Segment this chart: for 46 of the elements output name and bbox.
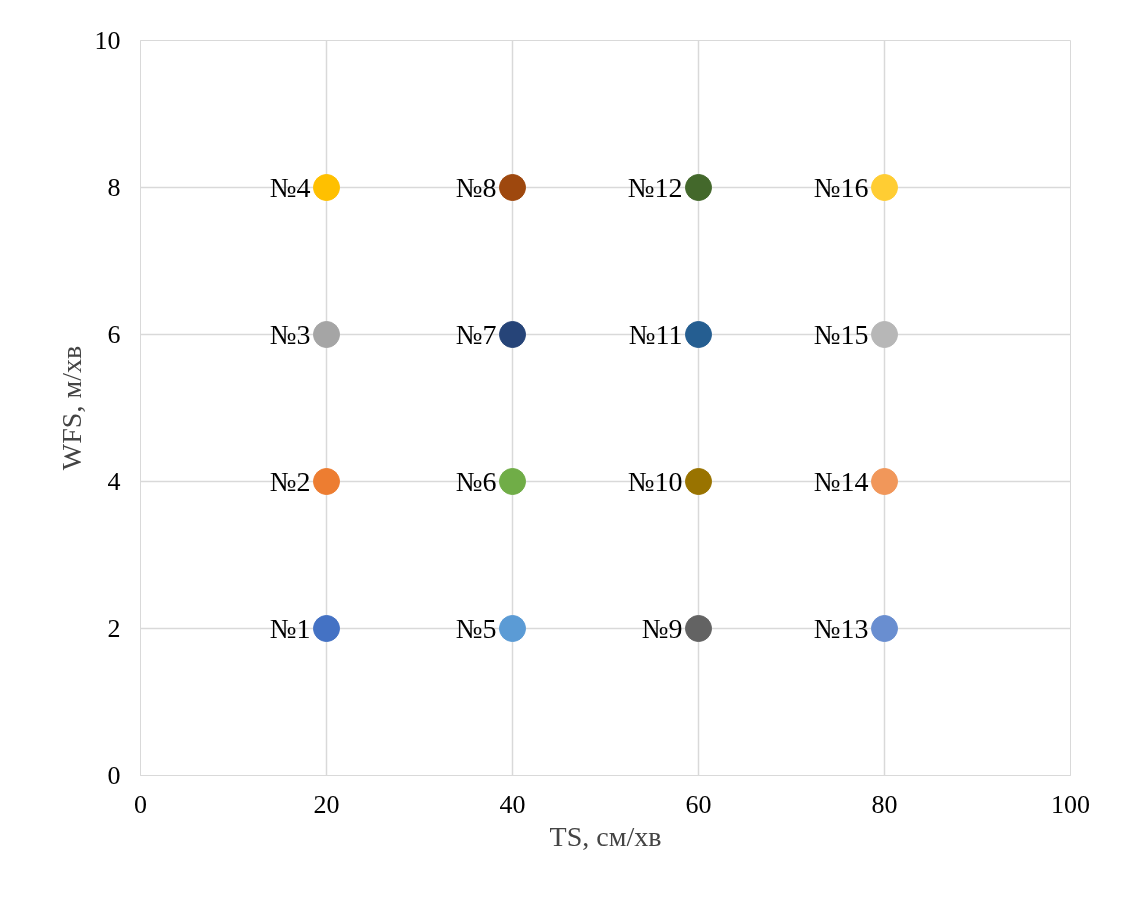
point: [499, 321, 526, 348]
point: [313, 321, 340, 348]
series-label: №6: [455, 466, 497, 497]
series-label: №16: [813, 172, 869, 203]
x-tick-label: 100: [1051, 789, 1090, 819]
series-label: №14: [813, 466, 869, 497]
point: [685, 321, 712, 348]
x-tick-label: 80: [871, 789, 898, 819]
series-label: №12: [627, 172, 683, 203]
point: [499, 468, 526, 495]
series-label: №13: [813, 613, 869, 644]
point: [871, 615, 898, 642]
y-tick-label: 2: [107, 614, 121, 643]
series-label: №1: [269, 613, 311, 644]
point: [871, 174, 898, 201]
x-tick-label: 20: [313, 789, 340, 819]
y-tick-label: 6: [107, 320, 121, 349]
y-tick-label: 0: [107, 761, 121, 790]
x-tick-label: 60: [685, 789, 712, 819]
series-label: №9: [641, 613, 683, 644]
series-label: №4: [269, 172, 311, 203]
point: [313, 615, 340, 642]
point: [871, 468, 898, 495]
point: [685, 174, 712, 201]
x-tick-label: 0: [134, 789, 147, 819]
series-label: №15: [813, 319, 869, 350]
point: [313, 174, 340, 201]
y-tick-label: 8: [107, 173, 121, 202]
point: [871, 321, 898, 348]
point: [685, 615, 712, 642]
y-tick-label: 10: [94, 26, 121, 55]
series-label: №11: [628, 319, 683, 350]
series-label: №7: [455, 319, 497, 350]
series-label: №3: [269, 319, 311, 350]
point: [685, 468, 712, 495]
point: [313, 468, 340, 495]
x-axis-title: TS, см/хв: [549, 820, 662, 852]
series-label: №2: [269, 466, 311, 497]
y-tick-label: 4: [107, 467, 121, 496]
point: [499, 174, 526, 201]
series-label: №5: [455, 613, 497, 644]
series-label: №8: [455, 172, 497, 203]
x-tick-label: 40: [499, 789, 526, 819]
y-axis-title: WFS, м/хв: [55, 345, 87, 471]
series-label: №10: [627, 466, 683, 497]
point: [499, 615, 526, 642]
